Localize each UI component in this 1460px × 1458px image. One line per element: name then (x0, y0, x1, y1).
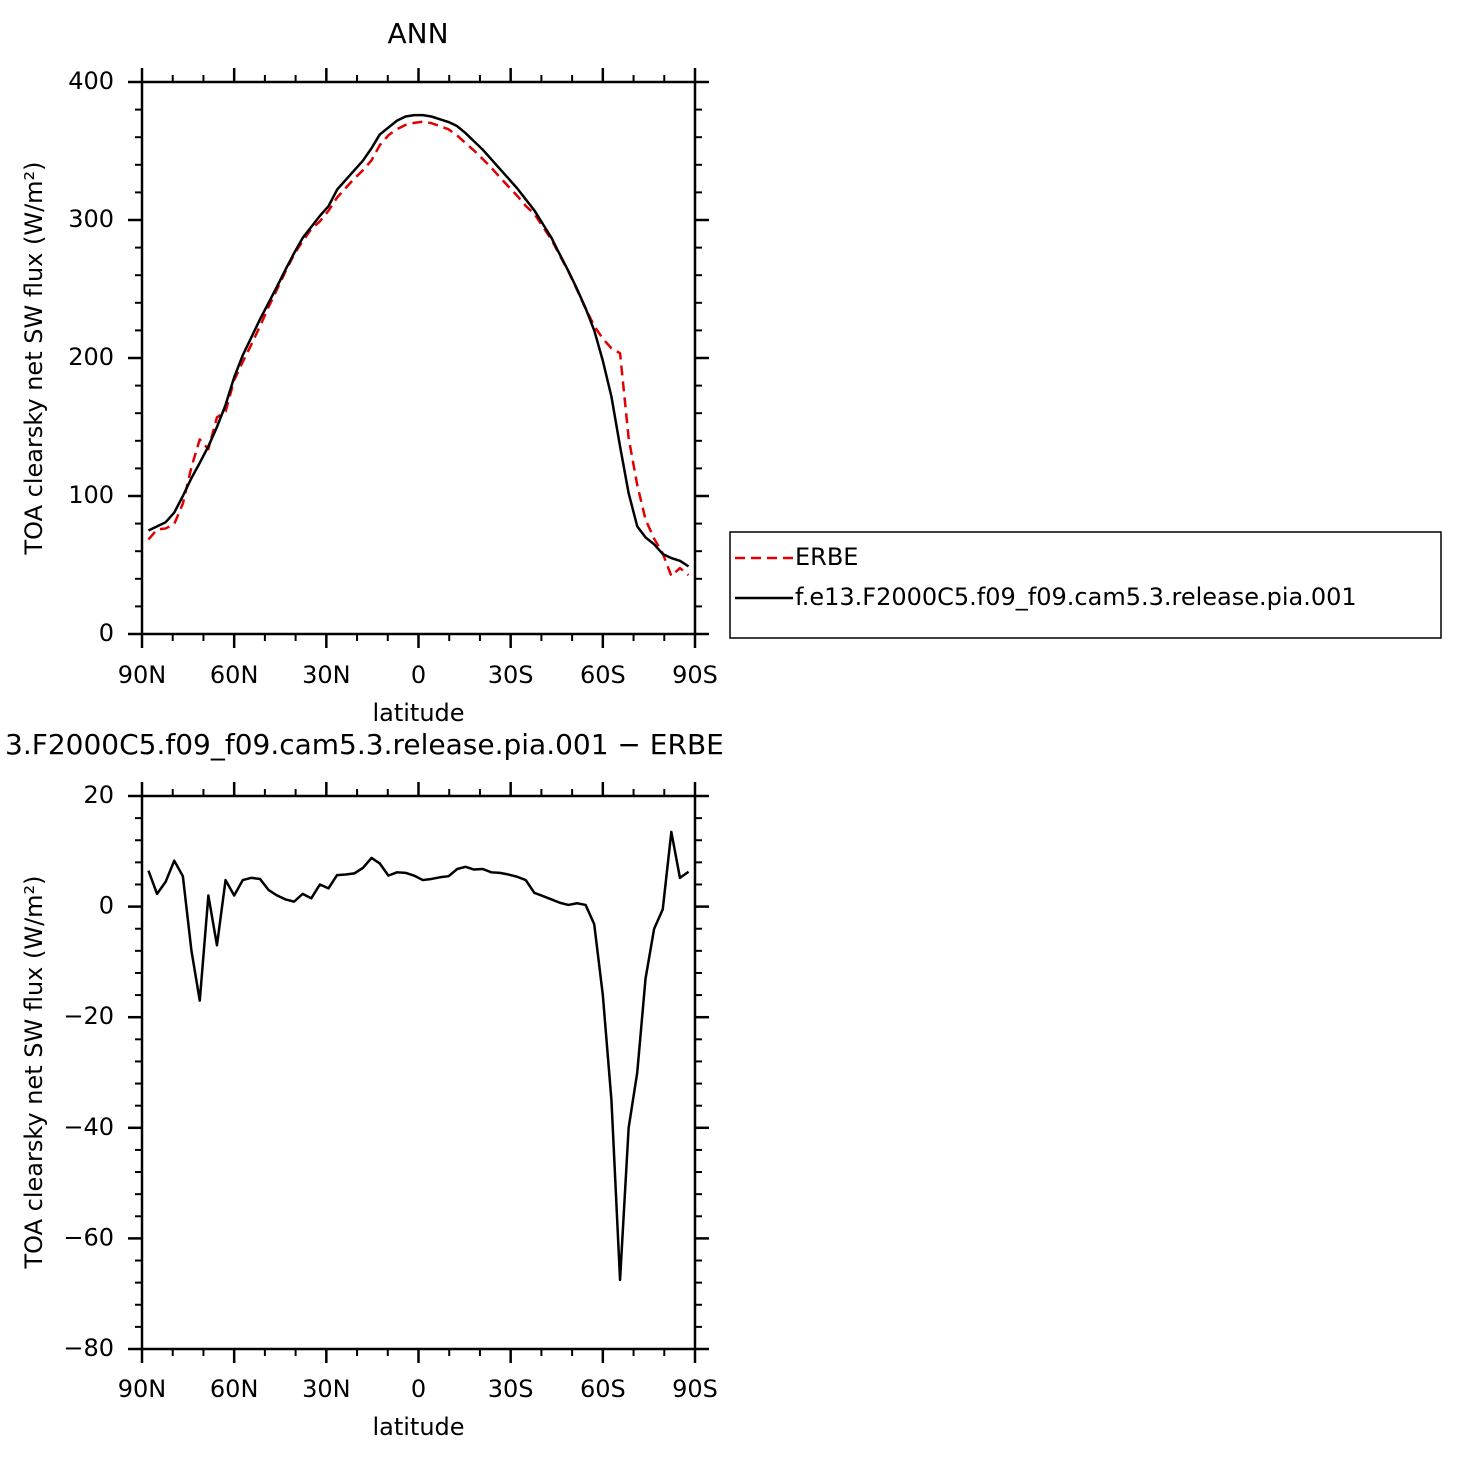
y-tick-label: 20 (83, 781, 114, 809)
legend-label: ERBE (795, 543, 858, 571)
x-tick-label: 90N (118, 661, 167, 689)
data-line (147, 113, 690, 568)
x-tick-label: 90S (672, 661, 718, 689)
x-tick-label: 30N (302, 661, 351, 689)
data-line (147, 830, 690, 1282)
plot-frame (140, 794, 697, 1351)
x-axis-label: latitude (372, 699, 464, 727)
chart-title: ANN (387, 17, 448, 50)
x-tick-label: 30N (302, 1375, 351, 1403)
y-tick-label: 300 (68, 205, 114, 233)
y-tick-label: −60 (63, 1223, 114, 1251)
y-tick-label: −20 (63, 1002, 114, 1030)
y-axis-label: TOA clearsky net SW flux (W/m²) (20, 875, 48, 1269)
y-tick-label: 400 (68, 67, 114, 95)
x-tick-label: 60S (580, 1375, 626, 1403)
legend-label: f.e13.F2000C5.f09_f09.cam5.3.release.pia… (795, 583, 1357, 611)
x-tick-label: 90N (118, 1375, 167, 1403)
x-tick-label: 60N (210, 1375, 259, 1403)
y-tick-label: 200 (68, 343, 114, 371)
y-tick-label: 0 (99, 892, 114, 920)
x-tick-label: 30S (488, 1375, 534, 1403)
x-tick-label: 0 (411, 661, 426, 689)
x-axis-label: latitude (372, 1413, 464, 1441)
legend-box (729, 531, 1442, 639)
y-tick-label: 100 (68, 481, 114, 509)
plot-frame (140, 80, 697, 636)
y-tick-label: 0 (99, 619, 114, 647)
x-tick-label: 60N (210, 661, 259, 689)
x-tick-label: 60S (580, 661, 626, 689)
y-axis-label: TOA clearsky net SW flux (W/m²) (20, 161, 48, 555)
x-tick-label: 90S (672, 1375, 718, 1403)
chart-title: 3.F2000C5.f09_f09.cam5.3.release.pia.001… (5, 728, 724, 761)
y-tick-label: −40 (63, 1113, 114, 1141)
x-tick-label: 30S (488, 661, 534, 689)
y-tick-label: −80 (63, 1334, 114, 1362)
data-line (147, 120, 690, 578)
x-tick-label: 0 (411, 1375, 426, 1403)
